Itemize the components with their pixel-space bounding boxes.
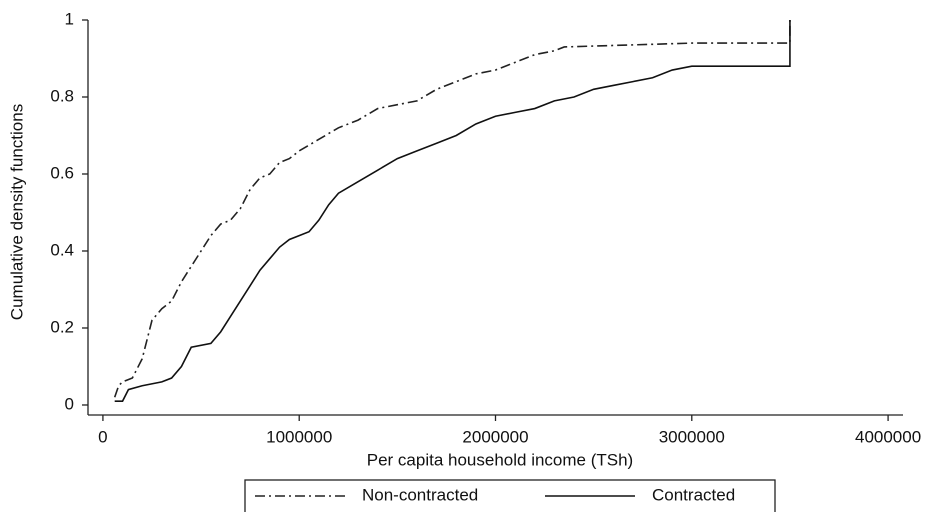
cdf-line: [113, 20, 791, 398]
x-tick-label: 4000000: [855, 427, 921, 446]
y-tick-label: 0.6: [50, 163, 74, 182]
x-tick-label: 2000000: [462, 427, 528, 446]
cdf-line: [114, 20, 791, 402]
y-tick-label: 0.8: [50, 86, 74, 105]
y-tick-label: 0.2: [50, 317, 74, 336]
y-axis-label: Cumulative density functions: [7, 104, 26, 320]
x-tick-label: 1000000: [266, 427, 332, 446]
legend-label: Contracted: [652, 485, 735, 504]
y-tick-label: 0: [65, 394, 74, 413]
x-tick-label: 0: [98, 427, 107, 446]
x-tick-label: 3000000: [659, 427, 725, 446]
legend-label: Non-contracted: [362, 485, 478, 504]
legend-box: [244, 479, 776, 512]
x-axis-label: Per capita household income (TSh): [367, 450, 633, 469]
y-tick-label: 1: [65, 9, 74, 28]
y-tick-label: 0.4: [50, 240, 74, 259]
